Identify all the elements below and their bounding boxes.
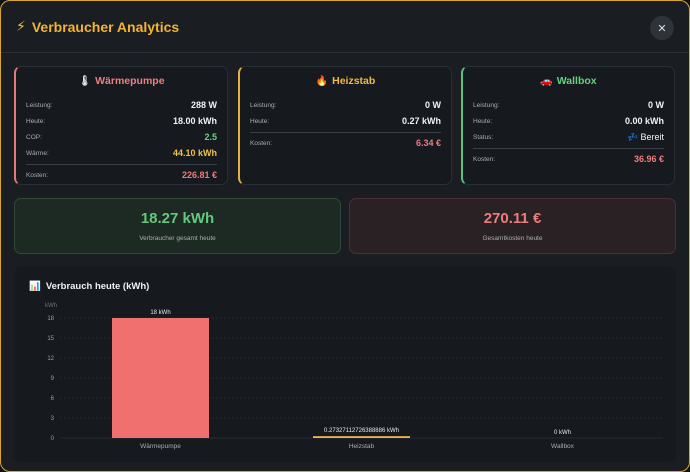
row-leistung: Leistung: 288 W [26, 97, 217, 113]
card-title: Wärmepumpe [95, 75, 165, 87]
summary-total-kwh: 18.27 kWh Verbraucher gesamt heute [14, 198, 341, 254]
chart-panel: 📊 Verbrauch heute (kWh) kWh 0 3 6 9 12 15 18 18 k… [14, 267, 676, 462]
y-tick-label: 0 [51, 436, 55, 442]
row-label: Status: [473, 133, 494, 141]
y-tick-label: 15 [47, 336, 54, 342]
y-tick-label: 18 [47, 316, 54, 322]
row-label: COP: [26, 133, 42, 141]
row-status: Status: 💤 Bereit [473, 129, 664, 145]
card-heizstab: 🔥 Heizstab Leistung: 0 W Heute: 0.27 kWh … [238, 66, 452, 185]
row-value: 18.00 kWh [172, 116, 217, 126]
row-waerme: Wärme: 44.10 kWh [26, 145, 217, 161]
status-text: Bereit [640, 131, 664, 142]
x-tick-label: Heizstab [349, 443, 375, 450]
row-label: Wärme: [26, 149, 49, 157]
chart-title-text: Verbrauch heute (kWh) [45, 281, 150, 292]
data-label: 0 kWh [554, 430, 571, 436]
car-icon: 🚗 [540, 76, 553, 87]
y-tick-label: 3 [51, 416, 55, 422]
card-waermepumpe: 🌡 Wärmepumpe Leistung: 288 W Heute: 18.00… [14, 66, 228, 185]
row-leistung: Leistung: 0 W [473, 97, 664, 113]
row-label: Heute: [473, 117, 493, 125]
row-label: Heute: [26, 117, 46, 125]
total-kwh-label: Verbraucher gesamt heute [139, 235, 216, 242]
row-label: Leistung: [250, 101, 277, 109]
row-heute: Heute: 18.00 kWh [26, 113, 217, 129]
total-kwh-value: 18.27 kWh [140, 210, 215, 227]
row-value: 36.96 € [633, 154, 664, 164]
row-value: 2.5 [204, 132, 217, 142]
row-cop: COP: 2.5 [26, 129, 217, 145]
card-wallbox: 🚗 Wallbox Leistung: 0 W Heute: 0.00 kWh S… [461, 66, 675, 185]
row-label: Leistung: [26, 101, 53, 109]
row-label: Heute: [250, 117, 270, 125]
modal-title: Verbraucher Analytics [31, 18, 180, 35]
thermometer-icon: 🌡 [78, 76, 92, 87]
x-tick-label: Wallbox [551, 443, 575, 450]
y-tick-label: 12 [47, 356, 54, 362]
row-leistung: Leistung: 0 W [250, 97, 441, 113]
bar-chart-icon: 📊 [29, 281, 41, 292]
chart-title: 📊 Verbrauch heute (kWh) [29, 281, 149, 292]
plug-icon: ⚡ [16, 18, 26, 34]
fire-icon: 🔥 [315, 76, 329, 87]
row-value: 6.34 € [415, 138, 441, 148]
total-cost-value: 270.11 € [483, 210, 542, 227]
status-value: 💤 Bereit [627, 132, 664, 143]
row-label: Kosten: [250, 139, 273, 147]
row-kosten: Kosten: 226.81 € [26, 164, 217, 182]
row-label: Leistung: [473, 101, 500, 109]
row-label: Kosten: [473, 155, 496, 163]
data-label: 18 kWh [150, 310, 170, 316]
summary-total-cost: 270.11 € Gesamtkosten heute [349, 198, 676, 254]
row-value: 288 W [190, 100, 217, 110]
row-value: 0.27 kWh [401, 116, 441, 126]
row-kosten: Kosten: 36.96 € [473, 148, 664, 166]
row-value: 44.10 kWh [172, 148, 217, 158]
row-heute: Heute: 0.27 kWh [250, 113, 441, 129]
bar-chart: kWh 0 3 6 9 12 15 18 18 kWh Wärmepumpe 0.273271127… [45, 303, 663, 450]
row-value: 0.00 kWh [624, 116, 664, 126]
row-value: 0 W [647, 100, 664, 110]
data-label: 0.27327112726388886 kWh [324, 428, 399, 434]
x-tick-label: Wärmepumpe [140, 443, 181, 450]
sleep-icon: 💤 [627, 131, 639, 142]
row-value: 226.81 € [181, 170, 217, 180]
row-kosten: Kosten: 6.34 € [250, 132, 441, 150]
total-cost-label: Gesamtkosten heute [482, 235, 543, 242]
row-label: Kosten: [26, 171, 49, 179]
card-title: Wallbox [556, 75, 597, 87]
row-heute: Heute: 0.00 kWh [473, 113, 664, 129]
y-tick-label: 6 [51, 396, 55, 402]
card-title: Heizstab [332, 75, 376, 87]
bar-1 [313, 436, 410, 438]
y-tick-label: 9 [51, 376, 55, 382]
row-value: 0 W [424, 100, 441, 110]
close-button[interactable]: ✕ [650, 16, 674, 40]
bar-0 [112, 318, 209, 438]
y-axis-unit: kWh [45, 303, 57, 309]
modal-header: ⚡ Verbraucher Analytics ✕ [1, 1, 689, 53]
